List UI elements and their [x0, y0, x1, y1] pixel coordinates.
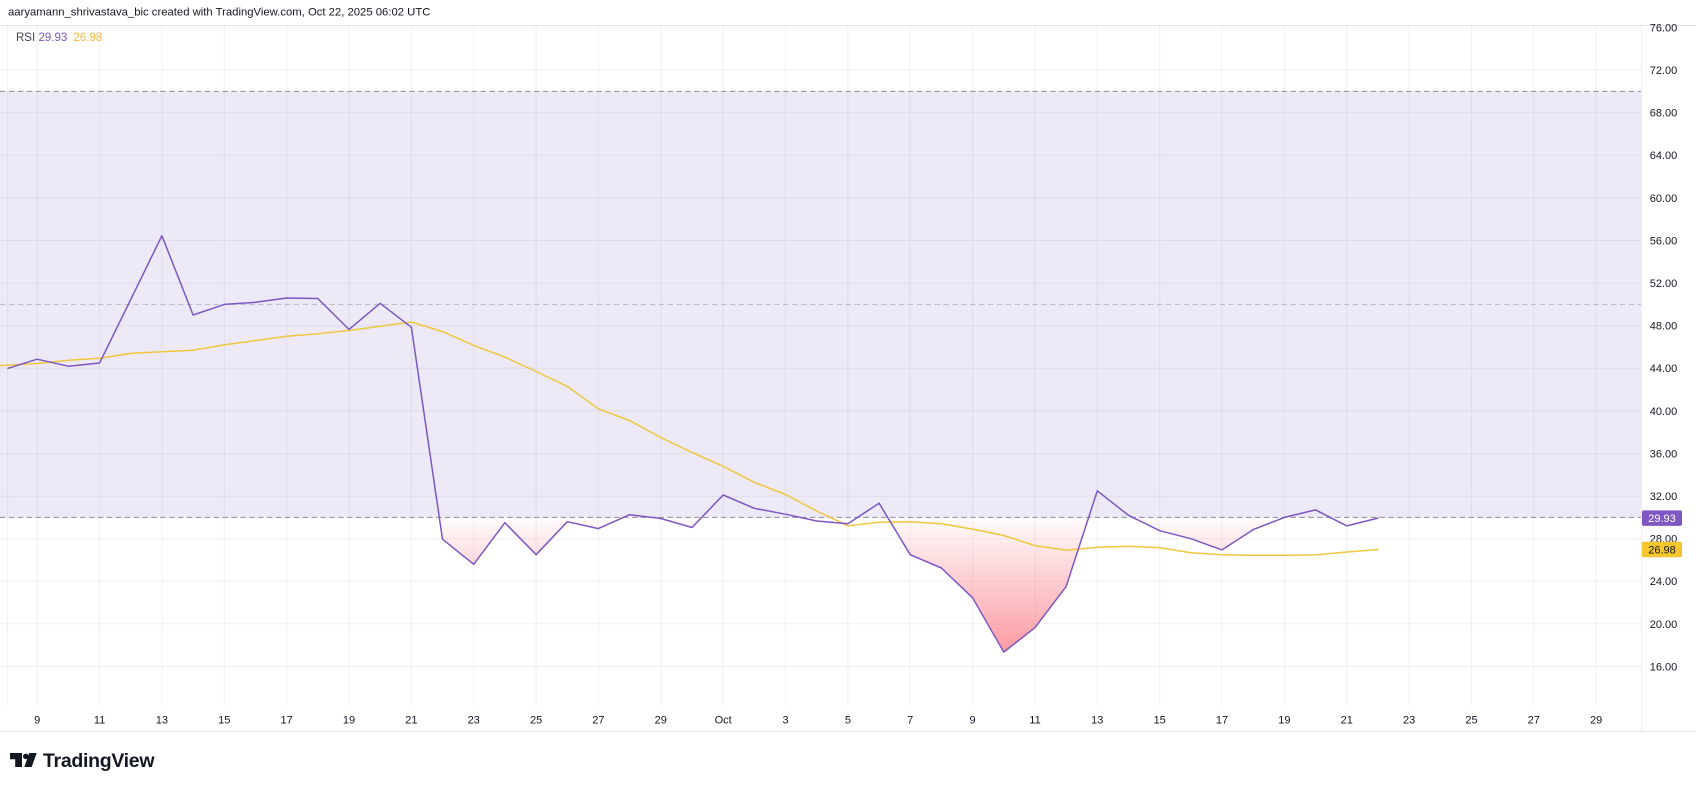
- svg-text:26.98: 26.98: [1648, 545, 1676, 557]
- svg-text:11: 11: [1029, 714, 1040, 726]
- svg-text:7: 7: [907, 714, 913, 726]
- svg-text:29: 29: [655, 714, 667, 726]
- svg-text:52.00: 52.00: [1650, 278, 1678, 290]
- svg-text:25: 25: [530, 714, 542, 726]
- svg-text:RSI: RSI: [16, 32, 35, 44]
- svg-text:17: 17: [280, 714, 292, 726]
- svg-text:23: 23: [1403, 714, 1415, 726]
- svg-text:64.00: 64.00: [1650, 150, 1678, 162]
- svg-text:19: 19: [1278, 714, 1290, 726]
- svg-text:16.00: 16.00: [1650, 661, 1678, 673]
- svg-text:29.93: 29.93: [1648, 513, 1676, 525]
- svg-text:Oct: Oct: [715, 714, 732, 726]
- svg-text:29.93: 29.93: [39, 32, 68, 44]
- svg-text:9: 9: [970, 714, 976, 726]
- svg-text:24.00: 24.00: [1650, 576, 1678, 588]
- svg-text:32.00: 32.00: [1650, 491, 1678, 503]
- svg-text:68.00: 68.00: [1650, 108, 1678, 120]
- svg-text:25: 25: [1465, 714, 1477, 726]
- svg-text:27: 27: [592, 714, 604, 726]
- svg-text:9: 9: [34, 714, 40, 726]
- svg-text:40.00: 40.00: [1650, 406, 1678, 418]
- svg-text:48.00: 48.00: [1650, 321, 1678, 333]
- svg-text:72.00: 72.00: [1650, 65, 1678, 77]
- svg-text:17: 17: [1216, 714, 1228, 726]
- svg-text:56.00: 56.00: [1650, 235, 1678, 247]
- svg-text:76.00: 76.00: [1650, 22, 1678, 34]
- svg-text:29: 29: [1590, 714, 1602, 726]
- svg-text:5: 5: [845, 714, 851, 726]
- svg-text:20.00: 20.00: [1650, 619, 1678, 631]
- svg-text:13: 13: [156, 714, 168, 726]
- svg-text:15: 15: [1154, 714, 1166, 726]
- svg-text:27: 27: [1528, 714, 1540, 726]
- svg-text:36.00: 36.00: [1650, 448, 1678, 460]
- svg-text:23: 23: [468, 714, 480, 726]
- svg-text:19: 19: [343, 714, 355, 726]
- svg-text:11: 11: [94, 714, 105, 726]
- svg-text:aaryamann_shrivastava_bic crea: aaryamann_shrivastava_bic created with T…: [8, 7, 430, 19]
- svg-text:13: 13: [1091, 714, 1103, 726]
- svg-text:60.00: 60.00: [1650, 193, 1678, 205]
- svg-text:21: 21: [405, 714, 417, 726]
- svg-text:26.98: 26.98: [74, 32, 103, 44]
- svg-text:3: 3: [782, 714, 788, 726]
- svg-text:TradingView: TradingView: [43, 750, 155, 772]
- svg-text:44.00: 44.00: [1650, 363, 1678, 375]
- svg-text:21: 21: [1341, 714, 1353, 726]
- svg-text:15: 15: [218, 714, 230, 726]
